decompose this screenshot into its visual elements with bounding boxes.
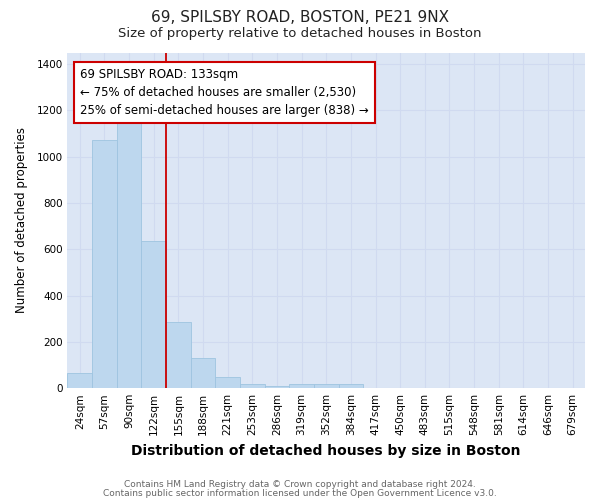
Bar — [67, 373, 92, 388]
Bar — [191, 358, 215, 388]
Text: Contains public sector information licensed under the Open Government Licence v3: Contains public sector information licen… — [103, 488, 497, 498]
Bar — [166, 322, 191, 388]
Bar — [314, 384, 338, 388]
Bar — [92, 140, 117, 388]
Bar — [240, 384, 265, 388]
Bar — [142, 241, 166, 388]
Bar — [265, 386, 289, 388]
Bar — [215, 376, 240, 388]
Text: 69 SPILSBY ROAD: 133sqm
← 75% of detached houses are smaller (2,530)
25% of semi: 69 SPILSBY ROAD: 133sqm ← 75% of detache… — [80, 68, 369, 116]
Bar — [338, 384, 363, 388]
Bar — [117, 120, 142, 388]
Text: Size of property relative to detached houses in Boston: Size of property relative to detached ho… — [118, 28, 482, 40]
Text: Contains HM Land Registry data © Crown copyright and database right 2024.: Contains HM Land Registry data © Crown c… — [124, 480, 476, 489]
Y-axis label: Number of detached properties: Number of detached properties — [15, 128, 28, 314]
Text: 69, SPILSBY ROAD, BOSTON, PE21 9NX: 69, SPILSBY ROAD, BOSTON, PE21 9NX — [151, 10, 449, 25]
X-axis label: Distribution of detached houses by size in Boston: Distribution of detached houses by size … — [131, 444, 521, 458]
Bar — [289, 384, 314, 388]
